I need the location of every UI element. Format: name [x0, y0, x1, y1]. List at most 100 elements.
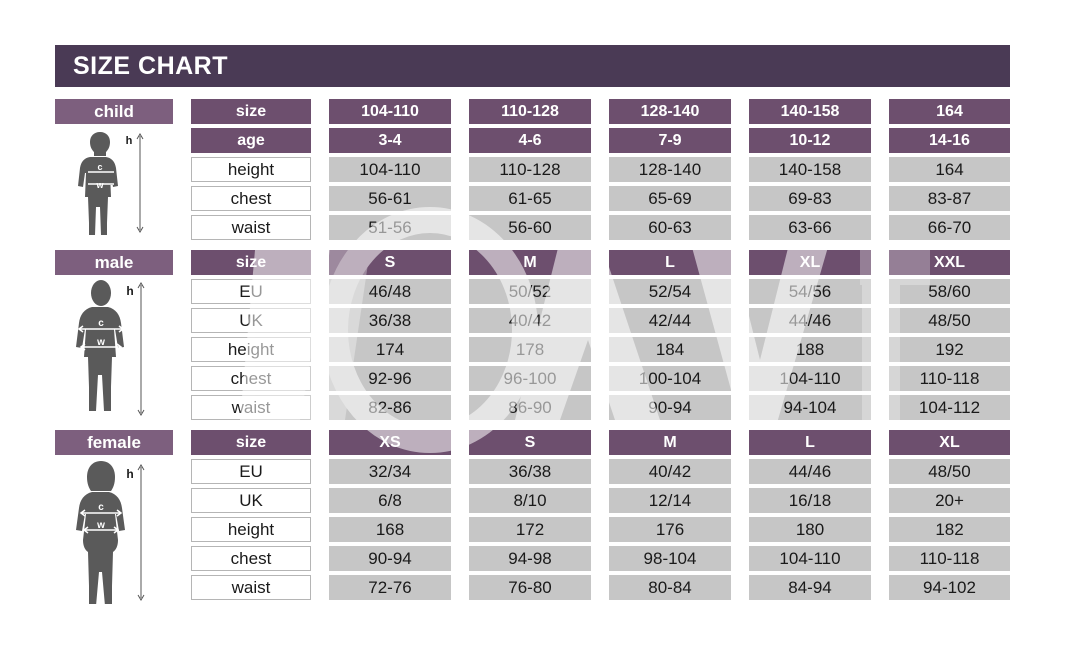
row-label-age[interactable]: age — [191, 128, 311, 153]
column-gap — [871, 337, 889, 362]
data-cell: 40/42 — [609, 459, 731, 484]
column-gap — [871, 279, 889, 304]
column-header-cell[interactable]: XXL — [889, 250, 1010, 275]
row-label-size[interactable]: size — [191, 99, 311, 124]
row-label-waist[interactable]: waist — [191, 395, 311, 420]
category-label-female[interactable]: female — [55, 430, 173, 455]
size-chart-root: SIZE CHART child c w h size 104-110 110-12… — [55, 45, 1010, 610]
table-row: chest 92-96 96-100 100-104 104-110 110-118 — [191, 366, 1010, 391]
category-column-female: female c w h — [55, 430, 173, 604]
column-gap — [731, 575, 749, 600]
data-cell: 54/56 — [749, 279, 871, 304]
column-gap — [591, 575, 609, 600]
column-header-cell[interactable]: 128-140 — [609, 99, 731, 124]
column-gap — [591, 186, 609, 211]
rows-column-female: size XS S M L XL EU 32/34 36/38 40/42 44/46 48/50 UK… — [191, 430, 1010, 604]
column-header-cell[interactable]: L — [749, 430, 871, 455]
table-row: EU 32/34 36/38 40/42 44/46 48/50 — [191, 459, 1010, 484]
data-cell: 172 — [469, 517, 591, 542]
column-gap — [871, 517, 889, 542]
data-cell: 60-63 — [609, 215, 731, 240]
column-header-cell[interactable]: 7-9 — [609, 128, 731, 153]
column-gap — [731, 308, 749, 333]
data-cell: 83-87 — [889, 186, 1010, 211]
male-figure-icon: c w h — [76, 280, 145, 416]
column-gap — [311, 250, 329, 275]
row-label-waist[interactable]: waist — [191, 215, 311, 240]
data-cell: 178 — [469, 337, 591, 362]
data-cell: 180 — [749, 517, 871, 542]
column-header-cell[interactable]: XS — [329, 430, 451, 455]
row-label-size[interactable]: size — [191, 430, 311, 455]
column-gap — [173, 250, 191, 424]
row-label-size[interactable]: size — [191, 250, 311, 275]
column-gap — [871, 99, 889, 124]
column-header-cell[interactable]: XL — [749, 250, 871, 275]
column-header-cell[interactable]: S — [469, 430, 591, 455]
data-cell: 104-110 — [749, 366, 871, 391]
table-row: chest 56-61 61-65 65-69 69-83 83-87 — [191, 186, 1010, 211]
column-gap — [311, 308, 329, 333]
data-cell: 51-56 — [329, 215, 451, 240]
row-label-waist[interactable]: waist — [191, 575, 311, 600]
column-header-cell[interactable]: 14-16 — [889, 128, 1010, 153]
row-label-height[interactable]: height — [191, 337, 311, 362]
table-row: height 174 178 184 188 192 — [191, 337, 1010, 362]
column-header-cell[interactable]: 104-110 — [329, 99, 451, 124]
column-gap — [871, 215, 889, 240]
column-header-cell[interactable]: S — [329, 250, 451, 275]
column-gap — [731, 250, 749, 275]
column-gap — [731, 186, 749, 211]
data-cell: 110-118 — [889, 366, 1010, 391]
column-gap — [871, 308, 889, 333]
column-gap — [311, 488, 329, 513]
column-header-cell[interactable]: 164 — [889, 99, 1010, 124]
row-label-UK[interactable]: UK — [191, 488, 311, 513]
column-gap — [451, 337, 469, 362]
data-cell: 94-98 — [469, 546, 591, 571]
row-label-chest[interactable]: chest — [191, 546, 311, 571]
column-header-cell[interactable]: 4-6 — [469, 128, 591, 153]
column-header-cell[interactable]: L — [609, 250, 731, 275]
data-cell: 98-104 — [609, 546, 731, 571]
data-cell: 44/46 — [749, 459, 871, 484]
row-label-UK[interactable]: UK — [191, 308, 311, 333]
column-gap — [591, 430, 609, 455]
data-cell: 92-96 — [329, 366, 451, 391]
column-gap — [451, 488, 469, 513]
column-gap — [311, 186, 329, 211]
data-cell: 48/50 — [889, 308, 1010, 333]
column-gap — [451, 575, 469, 600]
category-label-male[interactable]: male — [55, 250, 173, 275]
column-gap — [871, 366, 889, 391]
column-gap — [731, 517, 749, 542]
data-cell: 44/46 — [749, 308, 871, 333]
column-header-cell[interactable]: 3-4 — [329, 128, 451, 153]
column-gap — [591, 308, 609, 333]
row-label-EU[interactable]: EU — [191, 279, 311, 304]
data-cell: 69-83 — [749, 186, 871, 211]
table-row: chest 90-94 94-98 98-104 104-110 110-118 — [191, 546, 1010, 571]
category-label-child[interactable]: child — [55, 99, 173, 124]
female-figure-icon: c w h — [76, 461, 145, 604]
column-gap — [591, 128, 609, 153]
data-cell: 80-84 — [609, 575, 731, 600]
section-body-female: female c w h size XS S M L XL EU 32/34 36/38 40/4… — [55, 430, 1010, 604]
column-header-cell[interactable]: 140-158 — [749, 99, 871, 124]
column-header-cell[interactable]: M — [469, 250, 591, 275]
column-gap — [311, 459, 329, 484]
category-column-child: child c w h — [55, 99, 173, 244]
column-gap — [731, 488, 749, 513]
column-header-cell[interactable]: M — [609, 430, 731, 455]
row-label-height[interactable]: height — [191, 517, 311, 542]
data-cell: 50/52 — [469, 279, 591, 304]
row-label-height[interactable]: height — [191, 157, 311, 182]
column-header-cell[interactable]: XL — [889, 430, 1010, 455]
column-header-cell[interactable]: 110-128 — [469, 99, 591, 124]
table-row: size S M L XL XXL — [191, 250, 1010, 275]
row-label-EU[interactable]: EU — [191, 459, 311, 484]
row-label-chest[interactable]: chest — [191, 366, 311, 391]
row-label-chest[interactable]: chest — [191, 186, 311, 211]
data-cell: 168 — [329, 517, 451, 542]
column-header-cell[interactable]: 10-12 — [749, 128, 871, 153]
